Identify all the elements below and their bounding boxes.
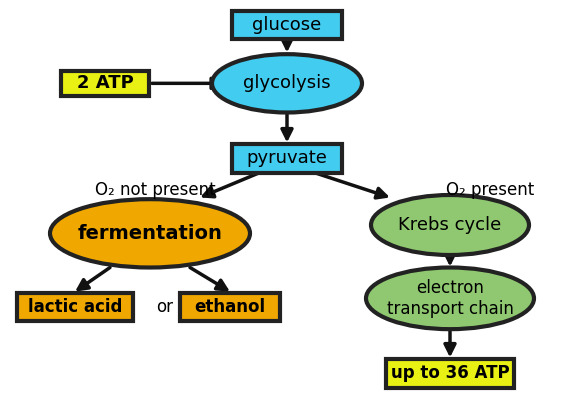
Text: lactic acid: lactic acid (28, 298, 122, 316)
FancyBboxPatch shape (180, 292, 280, 321)
FancyBboxPatch shape (17, 292, 133, 321)
Text: ethanol: ethanol (194, 298, 265, 316)
Text: up to 36 ATP: up to 36 ATP (391, 364, 509, 382)
FancyBboxPatch shape (61, 71, 149, 96)
Ellipse shape (212, 54, 362, 112)
Text: glycolysis: glycolysis (243, 74, 331, 92)
Ellipse shape (50, 199, 250, 268)
Text: O₂ present: O₂ present (446, 181, 534, 199)
Text: 2 ATP: 2 ATP (77, 74, 134, 92)
Ellipse shape (371, 195, 529, 255)
Text: glucose: glucose (252, 16, 321, 34)
Text: pyruvate: pyruvate (246, 149, 327, 167)
FancyBboxPatch shape (232, 144, 342, 172)
Text: or: or (156, 298, 174, 316)
FancyBboxPatch shape (386, 359, 514, 388)
Ellipse shape (366, 268, 534, 329)
Text: electron
transport chain: electron transport chain (387, 279, 513, 318)
FancyBboxPatch shape (232, 11, 342, 39)
Text: Krebs cycle: Krebs cycle (398, 216, 501, 234)
Text: O₂ not present: O₂ not present (95, 181, 215, 199)
Text: fermentation: fermentation (77, 224, 222, 243)
